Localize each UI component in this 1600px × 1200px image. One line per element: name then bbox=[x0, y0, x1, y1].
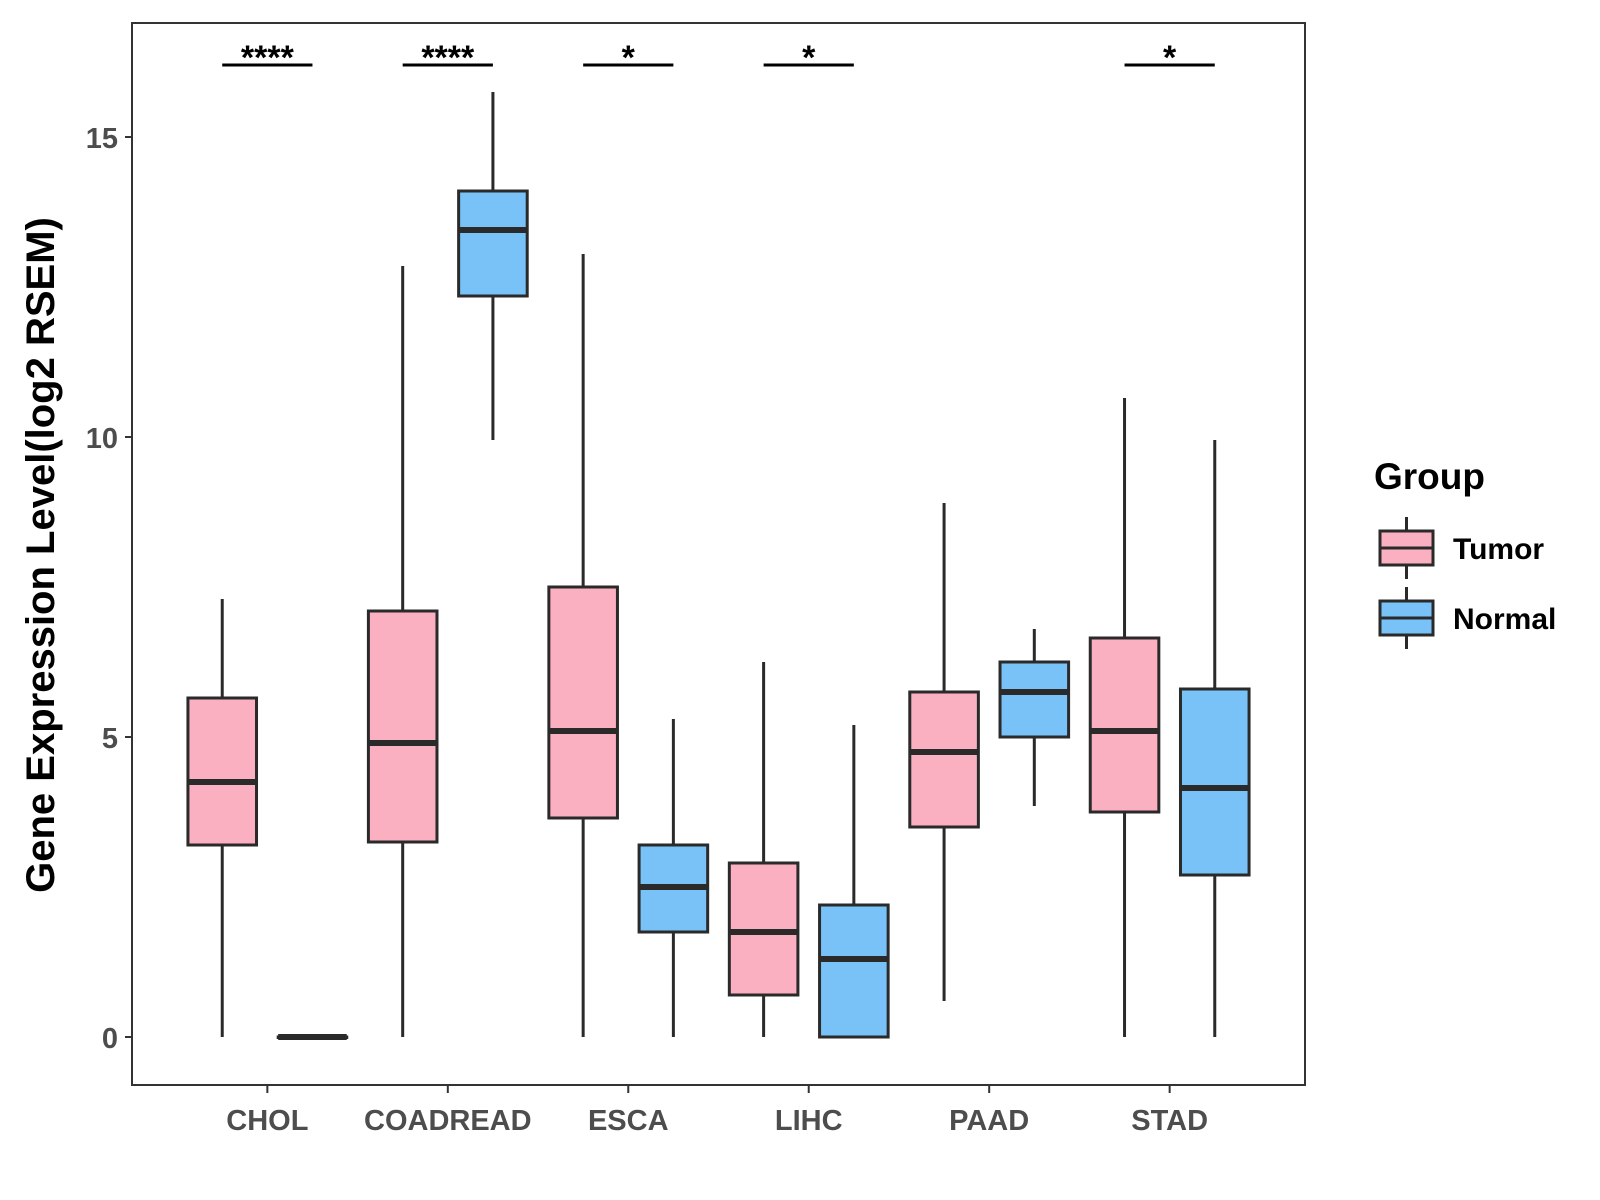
box-tumor-paad bbox=[908, 503, 980, 1001]
box-tumor-lihc bbox=[727, 662, 800, 1037]
box-tumor-stad bbox=[1088, 398, 1161, 1037]
box-body bbox=[186, 696, 259, 847]
box-body bbox=[908, 690, 980, 829]
box-normal-stad bbox=[1178, 440, 1251, 1037]
x-axis: CHOL COADREAD ESCA LIHC PAAD STAD bbox=[226, 1085, 1208, 1137]
series-normal bbox=[276, 92, 1251, 1040]
legend-title: Group bbox=[1374, 456, 1485, 497]
box-normal-esca bbox=[637, 719, 710, 1037]
box-body bbox=[457, 189, 529, 298]
y-axis: 0 5 10 15 bbox=[86, 123, 132, 1055]
legend-label-tumor: Tumor bbox=[1453, 533, 1544, 566]
significance-label: * bbox=[802, 39, 816, 77]
y-tick-label: 15 bbox=[86, 123, 118, 155]
series-tumor bbox=[186, 254, 1161, 1037]
legend: Group Tumor Normal bbox=[1374, 456, 1556, 649]
y-tick-label: 5 bbox=[102, 723, 118, 755]
x-tick-label: COADREAD bbox=[364, 1105, 532, 1137]
box-body bbox=[366, 609, 439, 844]
box-body bbox=[1178, 687, 1251, 877]
plot-panel bbox=[131, 22, 1306, 1086]
box-body bbox=[1088, 636, 1161, 814]
y-tick-label: 10 bbox=[86, 423, 118, 455]
box-normal-paad bbox=[998, 629, 1071, 806]
box-tumor-chol bbox=[186, 599, 259, 1037]
y-axis-title: Gene Expression Level(log2 RSEM) bbox=[19, 217, 63, 893]
x-tick-label: PAAD bbox=[949, 1105, 1029, 1137]
significance-label: **** bbox=[421, 39, 475, 77]
x-tick-label: LIHC bbox=[775, 1105, 843, 1137]
box-normal-lihc bbox=[818, 725, 890, 1039]
box-normal-chol bbox=[276, 1034, 349, 1040]
box-tumor-coadread bbox=[366, 266, 439, 1037]
significance-label: * bbox=[1163, 39, 1177, 77]
box-series bbox=[186, 92, 1251, 1040]
legend-label-normal: Normal bbox=[1453, 603, 1556, 636]
x-tick-label: ESCA bbox=[588, 1105, 669, 1137]
box-body bbox=[547, 585, 619, 820]
x-tick-label: STAD bbox=[1131, 1105, 1208, 1137]
box-tumor-esca bbox=[547, 254, 619, 1037]
box-body bbox=[998, 660, 1071, 739]
significance-label: * bbox=[622, 39, 636, 77]
box-body bbox=[818, 903, 890, 1039]
y-tick-label: 0 bbox=[102, 1023, 118, 1055]
significance-annotations: **** **** * * * bbox=[222, 39, 1215, 77]
significance-label: **** bbox=[241, 39, 295, 77]
box-normal-coadread bbox=[457, 92, 529, 440]
x-tick-label: CHOL bbox=[226, 1105, 308, 1137]
